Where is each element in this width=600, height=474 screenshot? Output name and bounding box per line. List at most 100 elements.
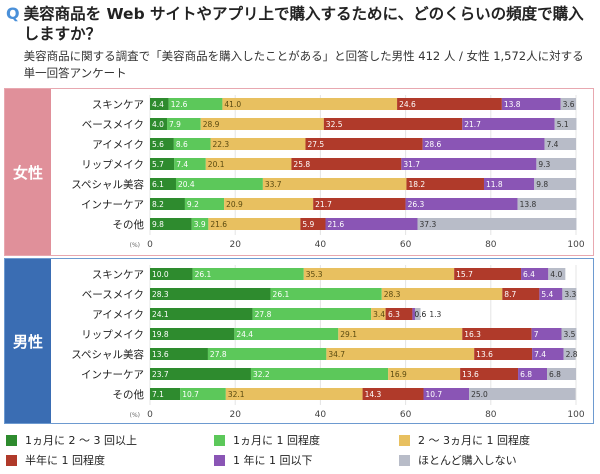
- legend-item: 半年に 1 回程度: [6, 452, 105, 468]
- bar-segment: [150, 348, 208, 360]
- header: Q 美容商品を Web サイトやアプリ上で購入するために、どのくらいの頻度で購入…: [6, 4, 594, 82]
- legend-label: ほとんど購入しない: [418, 454, 517, 467]
- x-tick-label: 60: [400, 240, 412, 250]
- data-label: 21.6: [328, 220, 345, 229]
- bar-segment: [150, 268, 193, 280]
- bar-segment: [385, 308, 413, 320]
- legend-item: 1ヵ月に 2 ～ 3 回以上: [6, 432, 137, 448]
- x-tick-label: 20: [229, 240, 241, 250]
- data-label: 3.9: [194, 220, 206, 229]
- data-label: 27.8: [210, 350, 227, 359]
- bar-segment: [560, 98, 576, 110]
- legend-item: ほとんど購入しない: [399, 452, 517, 468]
- data-label: 28.6: [425, 140, 442, 149]
- bar-segment: [417, 218, 577, 230]
- bar-segment: [150, 328, 235, 340]
- bar-segment: [150, 288, 271, 300]
- data-label: 4.4: [152, 100, 164, 109]
- data-label: 8.6: [176, 140, 188, 149]
- bar-segment: [338, 328, 463, 340]
- data-label: 25.8: [293, 160, 310, 169]
- data-label: 26.3: [408, 200, 425, 209]
- bar-segment: [474, 348, 533, 360]
- data-label: 32.5: [326, 120, 343, 129]
- bar-segment: [548, 268, 566, 280]
- x-tick-label: 40: [315, 240, 327, 250]
- bar-segment: [563, 348, 576, 360]
- category-label: スペシャル美容: [71, 348, 144, 361]
- bar-segment: [412, 308, 415, 320]
- bar-segment: [539, 288, 563, 300]
- data-label: 3.6: [563, 100, 575, 109]
- bar-segment: [168, 98, 223, 110]
- data-label: 3.4: [373, 310, 385, 319]
- bar-segment: [191, 218, 209, 230]
- x-tick-label: 0: [147, 410, 153, 420]
- legend-swatch: [399, 434, 410, 446]
- bar-segment: [252, 308, 372, 320]
- bar-segment: [208, 218, 301, 230]
- legend-label: 1 年に 1 回以下: [233, 454, 313, 467]
- category-label: アイメイク: [92, 309, 144, 321]
- bar-segment: [150, 368, 251, 380]
- data-label: 15.7: [456, 270, 473, 279]
- bar-segment: [150, 158, 175, 170]
- x-tick-label: 0: [147, 240, 153, 250]
- bar-segment: [174, 158, 206, 170]
- panel-label-female: 女性: [5, 89, 51, 255]
- data-label: 8.2: [152, 200, 164, 209]
- bar-segment: [388, 368, 461, 380]
- data-label: 5.6: [152, 140, 164, 149]
- page-title: 美容商品を Web サイトやアプリ上で購入するために、どのくらいの頻度で購入しま…: [23, 5, 584, 43]
- x-tick-label: 40: [315, 410, 327, 420]
- category-label: インナーケア: [81, 199, 144, 211]
- bar-segment: [469, 388, 576, 400]
- data-label: 25.0: [471, 390, 488, 399]
- x-tick-label: 80: [485, 410, 497, 420]
- bar-segment: [534, 178, 576, 190]
- bar-segment: [422, 138, 545, 150]
- bar-segment: [205, 158, 292, 170]
- legend-item: 1 年に 1 回以下: [214, 452, 313, 468]
- data-label: 28.3: [152, 290, 169, 299]
- category-label: ベースメイク: [82, 119, 144, 131]
- category-label: アイメイク: [92, 139, 144, 151]
- legend-label: 2 ～ 3ヵ月に 1 回程度: [418, 434, 530, 447]
- bar-segment: [362, 388, 424, 400]
- legend-swatch: [6, 434, 17, 446]
- x-tick-label: 60: [400, 410, 412, 420]
- female-panel: 女性 0 20 40 60 80 100 (%) スキンケア 4.4 12.6 41.0 24.6 13…: [4, 88, 594, 256]
- bar-segment: [210, 138, 306, 150]
- header-text: 美容商品を Web サイトやアプリ上で購入するために、どのくらいの頻度で購入しま…: [24, 4, 594, 82]
- bar-segment: [180, 388, 226, 400]
- data-label: 7: [534, 330, 539, 339]
- data-label: 24.6: [399, 100, 416, 109]
- data-label: 9.2: [187, 200, 199, 209]
- bar-segment: [521, 268, 549, 280]
- data-label: 7.4: [534, 350, 546, 359]
- bar-segment: [313, 198, 406, 210]
- data-label: 37.3: [420, 220, 437, 229]
- x-tick-label: 100: [567, 240, 584, 250]
- bar-segment: [518, 368, 548, 380]
- category-label: スペシャル美容: [71, 178, 144, 191]
- bar-segment: [462, 118, 555, 130]
- data-label: 13.8: [520, 200, 537, 209]
- data-label: 13.6: [476, 350, 493, 359]
- data-label: 32.2: [253, 370, 270, 379]
- data-label: 9.3: [538, 160, 550, 169]
- bar-segment: [150, 388, 181, 400]
- category-label: その他: [113, 388, 145, 401]
- x-tick-label: 100: [567, 410, 584, 420]
- bar-segment: [175, 178, 263, 190]
- legend-label: 半年に 1 回程度: [25, 454, 105, 467]
- data-label: 11.8: [486, 180, 503, 189]
- bar-segment: [401, 158, 537, 170]
- data-label: 7.4: [176, 160, 188, 169]
- data-label: 29.1: [340, 330, 357, 339]
- data-label: 2.8: [566, 350, 578, 359]
- legend-swatch: [399, 454, 410, 466]
- data-label: 27.8: [255, 310, 272, 319]
- legend-item: 1ヵ月に 1 回程度: [214, 432, 320, 448]
- data-label: 26.1: [195, 270, 212, 279]
